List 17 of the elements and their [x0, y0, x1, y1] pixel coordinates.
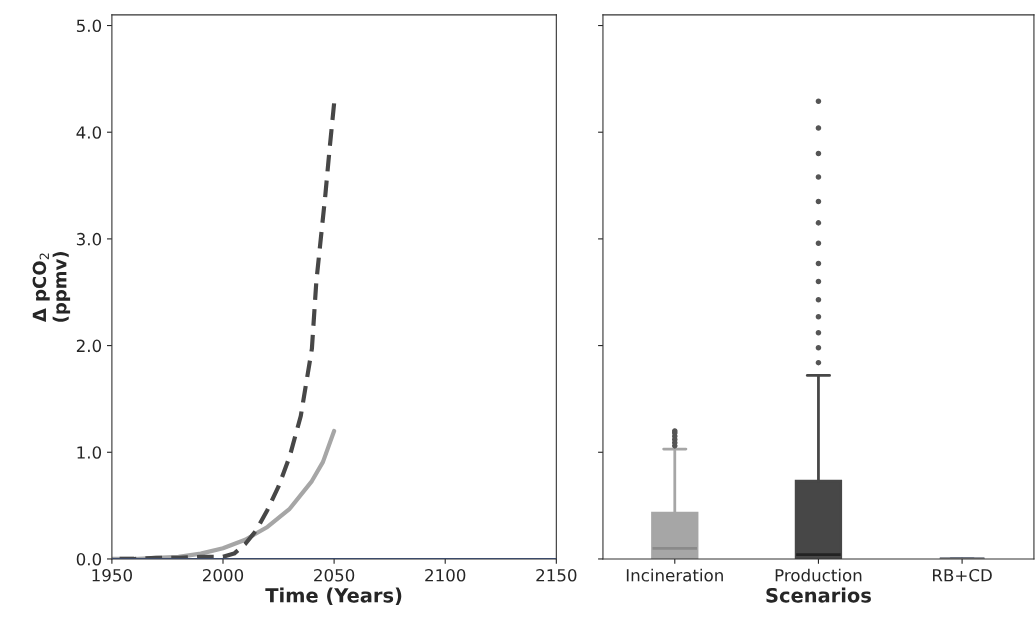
y-axis-title: Δ pCO$_{2}$ (ppmv): [32, 251, 71, 323]
x-tick-label: 2000: [203, 568, 244, 582]
y-tick-label: 2.0: [76, 339, 102, 353]
x-tick-label: Incineration: [626, 568, 723, 582]
y-tick-label: 5.0: [76, 19, 102, 33]
x-tick-label: 2100: [425, 568, 466, 582]
y-tick-label: 4.0: [76, 126, 102, 139]
y-tick-label: 0.0: [76, 552, 102, 566]
x-tick-label: 1950: [92, 568, 132, 582]
x-tick-label: Production: [775, 568, 862, 582]
x-tick-label: 2150: [536, 568, 577, 582]
x-axis-title: Time (Years): [265, 587, 402, 605]
y-tick-label: 3.0: [76, 232, 102, 246]
x-tick-label: RB+CD: [933, 568, 992, 582]
x-tick-label: 2050: [314, 568, 355, 582]
x-axis-title: Scenarios: [766, 587, 871, 603]
y-tick-label: 1.0: [77, 446, 102, 459]
